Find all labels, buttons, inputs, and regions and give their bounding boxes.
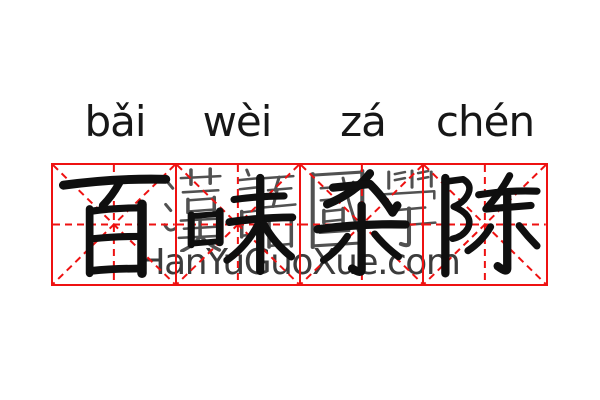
character-wei: 味	[176, 165, 299, 284]
character-za-strokes	[312, 169, 410, 276]
pinyin-syllable-1: bǎi	[84, 97, 146, 146]
character-za: 杂	[300, 165, 423, 284]
pinyin-syllable-4: chén	[435, 97, 535, 146]
character-bai-strokes	[58, 174, 171, 279]
word-characters: 百 味	[53, 165, 546, 284]
pinyin-syllable-2: wèi	[202, 97, 273, 146]
character-chen-strokes	[440, 172, 541, 278]
character-wei-strokes	[187, 173, 297, 276]
character-chen: 陈	[423, 165, 546, 284]
character-bai: 百	[53, 165, 176, 284]
pinyin-syllable-3: zá	[340, 97, 387, 146]
